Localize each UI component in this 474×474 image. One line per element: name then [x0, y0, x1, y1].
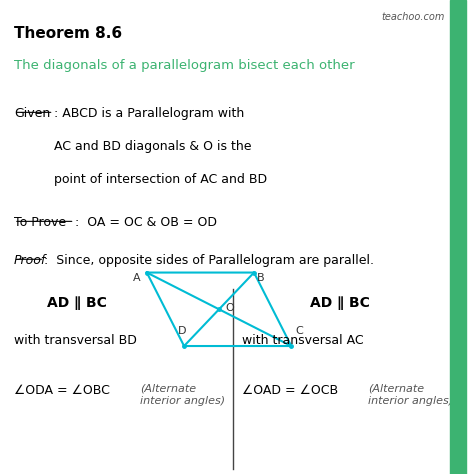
Text: teachoo.com: teachoo.com: [382, 12, 445, 22]
Text: B: B: [257, 273, 265, 283]
Text: ∠ODA = ∠OBC: ∠ODA = ∠OBC: [14, 384, 110, 397]
Text: A: A: [133, 273, 140, 283]
Text: To Prove: To Prove: [14, 216, 66, 228]
Text: Given: Given: [14, 107, 50, 119]
Text: point of intersection of AC and BD: point of intersection of AC and BD: [54, 173, 267, 186]
Text: D: D: [177, 326, 186, 336]
Text: Proof: Proof: [14, 254, 46, 266]
Text: The diagonals of a parallelogram bisect each other: The diagonals of a parallelogram bisect …: [14, 59, 355, 72]
Text: O: O: [225, 303, 234, 313]
Text: (Alternate
interior angles): (Alternate interior angles): [140, 384, 225, 406]
Text: C: C: [296, 326, 303, 336]
Text: AD ∥ BC: AD ∥ BC: [47, 296, 107, 310]
Text: with transversal BD: with transversal BD: [14, 334, 137, 347]
Text: : ABCD is a Parallelogram with: : ABCD is a Parallelogram with: [54, 107, 244, 119]
Text: Theorem 8.6: Theorem 8.6: [14, 26, 122, 41]
Text: ∠OAD = ∠OCB: ∠OAD = ∠OCB: [242, 384, 338, 397]
Bar: [450, 0, 466, 474]
Text: AD ∥ BC: AD ∥ BC: [310, 296, 370, 310]
Text: (Alternate
interior angles): (Alternate interior angles): [368, 384, 453, 406]
Text: AC and BD diagonals & O is the: AC and BD diagonals & O is the: [54, 140, 251, 153]
Text: with transversal AC: with transversal AC: [242, 334, 364, 347]
Text: :  Since, opposite sides of Parallelogram are parallel.: : Since, opposite sides of Parallelogram…: [44, 254, 374, 266]
Text: :  OA = OC & OB = OD: : OA = OC & OB = OD: [74, 216, 217, 228]
